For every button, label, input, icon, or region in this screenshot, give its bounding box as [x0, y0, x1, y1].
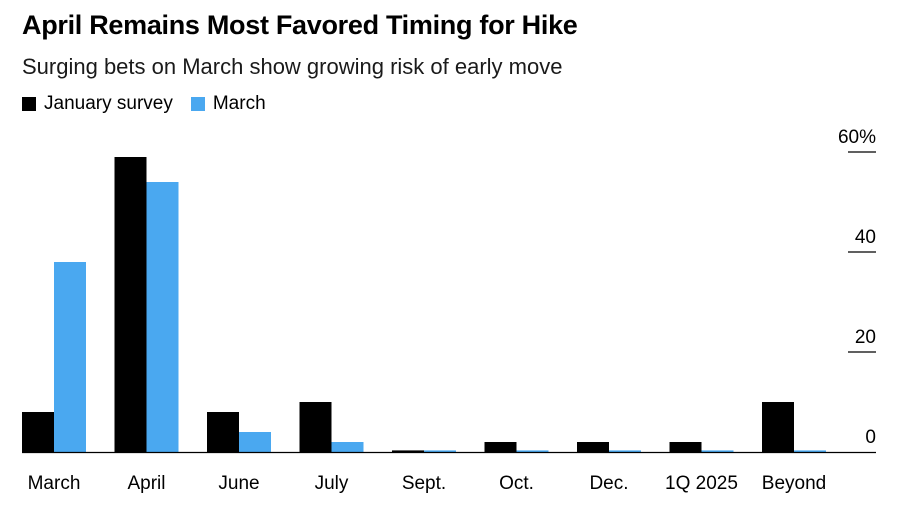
legend-swatch-march — [190, 97, 205, 111]
x-tick-label: 1Q 2025 — [665, 473, 738, 494]
bar-january-survey-july — [299, 402, 332, 452]
legend-item-january-survey: January survey — [22, 93, 173, 115]
bar-january-survey-1q-2025 — [669, 442, 702, 452]
bar-march-dec- — [609, 450, 641, 452]
chart-subtitle: Surging bets on March show growing risk … — [22, 54, 563, 79]
bar-march-sept- — [424, 450, 456, 452]
bar-january-survey-dec- — [577, 442, 609, 452]
bar-march-beyond — [794, 450, 826, 452]
x-tick-label: Oct. — [499, 473, 534, 494]
x-tick-label: July — [315, 473, 349, 494]
bar-march-march — [54, 262, 86, 452]
x-tick-label: Dec. — [589, 473, 628, 494]
bar-january-survey-march — [22, 412, 54, 452]
y-tick-label: 40 — [855, 227, 876, 248]
bar-january-survey-june — [207, 412, 239, 452]
bar-march-april — [146, 182, 179, 452]
y-tick-label: 20 — [855, 327, 876, 348]
bar-january-survey-sept- — [392, 450, 424, 452]
x-tick-label: March — [28, 473, 81, 494]
bar-january-survey-beyond — [762, 402, 794, 452]
bar-march-june — [239, 432, 271, 452]
bar-march-1q-2025 — [701, 450, 734, 452]
y-tick-label: 60% — [838, 127, 876, 148]
x-tick-label: June — [218, 473, 259, 494]
bar-january-survey-april — [114, 157, 147, 452]
bar-march-july — [331, 442, 364, 452]
legend-swatch-january-survey — [22, 97, 36, 111]
bar-march-oct- — [516, 450, 549, 452]
y-tick-label: 0 — [865, 427, 876, 448]
chart-title: April Remains Most Favored Timing for Hi… — [22, 10, 578, 40]
legend: January survey March — [22, 93, 284, 115]
legend-label-january-survey: January survey — [44, 93, 173, 114]
legend-item-march: March — [190, 93, 266, 115]
legend-label-march: March — [212, 93, 266, 114]
x-tick-label: Sept. — [402, 473, 446, 494]
bar-january-survey-oct- — [484, 442, 517, 452]
x-tick-label: Beyond — [762, 473, 826, 494]
x-tick-label: April — [127, 473, 165, 494]
